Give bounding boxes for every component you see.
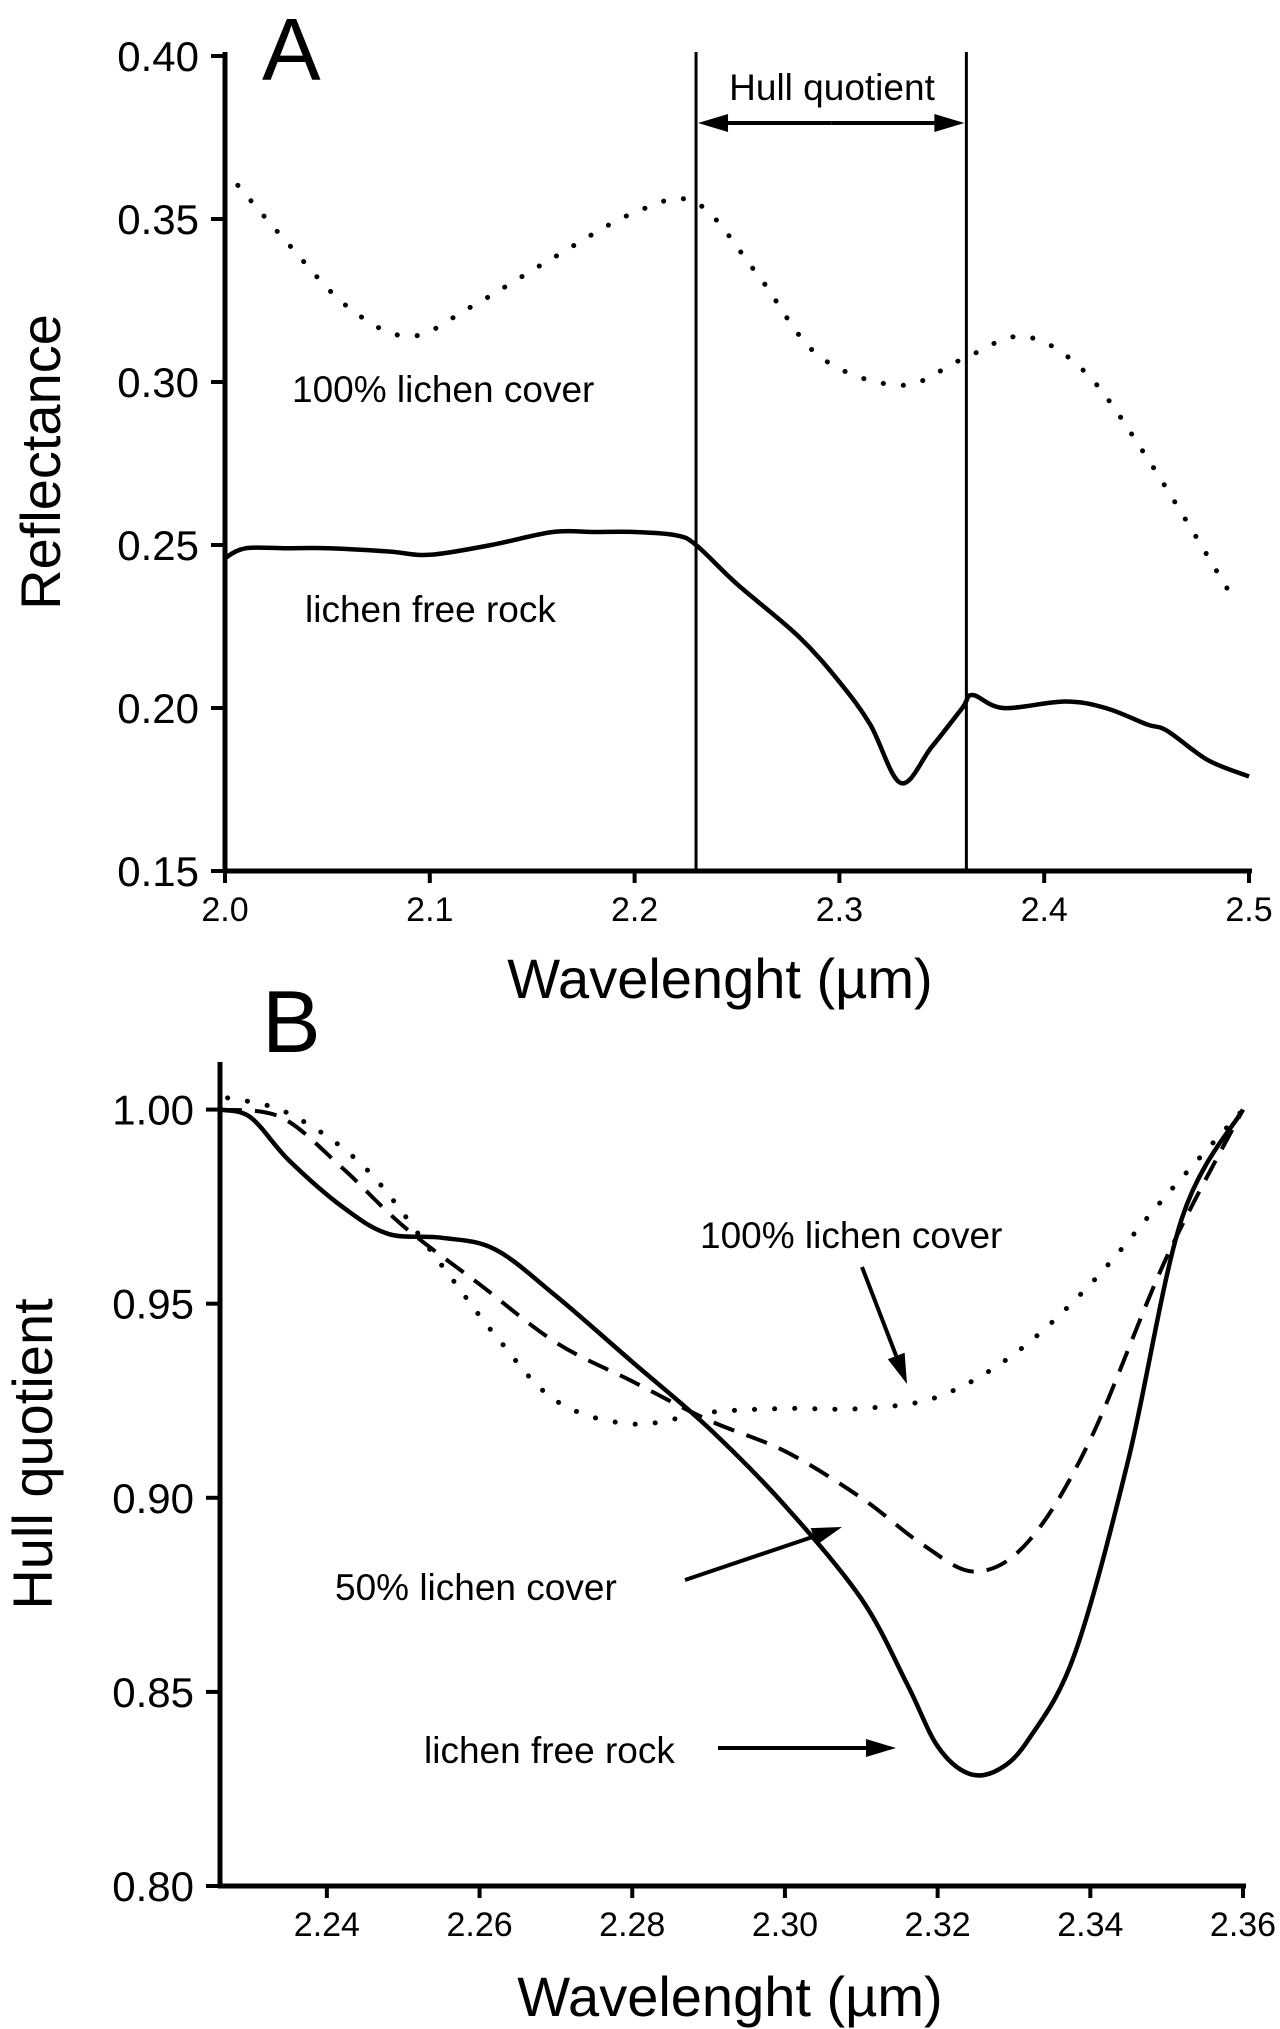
- panel-a-y-tick-label: 0.35: [117, 196, 199, 243]
- panel-a-x-tick-label: 2.5: [1225, 891, 1272, 929]
- panel-a-hull-arrow-right: [831, 114, 965, 132]
- panel-b-series-lichen-free-rock: [219, 1107, 1245, 1778]
- panel-a-hull-label: Hull quotient: [729, 67, 935, 108]
- panel-b-y-tick-label: 0.95: [112, 1281, 194, 1328]
- panel-a-label-lichen-cover: 100% lichen cover: [292, 369, 594, 410]
- panel-b-series: [219, 1095, 1246, 1778]
- panel-a-x-label: Wavelenght (µm): [507, 947, 932, 1010]
- panel-b-label-lichen-cover-100: 100% lichen cover: [700, 1215, 1002, 1256]
- panel-b-x-tick-label: 2.32: [905, 1906, 971, 1944]
- panel-b: B 0.800.850.900.951.00 2.24 2.26 2.28 2.30 2…: [1, 972, 1276, 2028]
- panel-b-arrow-lichen-cover-100: [860, 1266, 907, 1384]
- panel-a-series: [222, 167, 1250, 786]
- panel-b-x-tick-label: 2.28: [599, 1906, 665, 1944]
- panel-a-letter: A: [262, 0, 321, 99]
- panel-b-x-tick-label: 2.24: [294, 1906, 360, 1944]
- panel-b-y-tick-label: 1.00: [112, 1087, 194, 1134]
- panel-a-hull-bounds: [694, 52, 968, 871]
- panel-b-x-tick-label: 2.30: [752, 1906, 818, 1944]
- panel-b-arrow-lichen-cover-50: [684, 1527, 842, 1582]
- panel-a-y-ticks: 0.15 0.20 0.25 0.30 0.35 0.40: [117, 33, 225, 895]
- panel-a-y-label: Reflectance: [9, 314, 72, 610]
- panel-b-label-lichen-cover-50: 50% lichen cover: [335, 1567, 617, 1608]
- panel-b-arrow-free-rock: [718, 1739, 896, 1757]
- panel-b-label-free-rock: lichen free rock: [424, 1730, 675, 1771]
- panel-a-hull-arrow-left: [698, 114, 832, 132]
- panel-b-series-100pct-lichen-cover: [225, 1095, 1246, 1427]
- panel-b-y-ticks: 0.80 0.85 0.90 0.95 1.00: [112, 1087, 220, 1910]
- panel-b-x-ticks: 2.24 2.26 2.28 2.30 2.32 2.34 2.36: [294, 1886, 1276, 1944]
- panel-a-y-tick-label: 0.40: [117, 33, 199, 80]
- panel-b-y-label: Hull quotient: [1, 1298, 64, 1610]
- panel-a-y-tick-label: 0.25: [117, 522, 199, 569]
- panel-a-y-tick-label: 0.15: [117, 848, 199, 895]
- panel-a-x-tick-label: 2.2: [611, 891, 658, 929]
- panel-a-x-ticks: 2.0 2.1 2.2 2.3 2.4 2.5: [201, 871, 1273, 929]
- panel-a-series-lichen-free-rock: [223, 528, 1250, 786]
- panel-a-x-tick-label: 2.4: [1021, 891, 1068, 929]
- panel-a-y-tick-label: 0.30: [117, 359, 199, 406]
- panel-b-x-label: Wavelenght (µm): [517, 1965, 942, 2028]
- panel-a-y-tick-label: 0.20: [117, 685, 199, 732]
- panel-a-series-100pct-lichen-cover: [222, 167, 1231, 594]
- panel-b-x-tick-label: 2.36: [1210, 1906, 1276, 1944]
- panel-b-y-tick-label: 0.80: [112, 1863, 194, 1910]
- panel-b-x-tick-label: 2.26: [446, 1906, 512, 1944]
- panel-a-label-free-rock: lichen free rock: [305, 589, 556, 630]
- panel-a-x-tick-label: 2.0: [201, 891, 248, 929]
- panel-b-y-tick-label: 0.85: [112, 1669, 194, 1716]
- panel-b-arrows: [684, 1266, 907, 1757]
- panel-a: A 0.150.200.250.300.350.40 2.0 2.1 2.2 2.3 2…: [9, 0, 1273, 1010]
- panel-b-x-tick-label: 2.34: [1057, 1906, 1123, 1944]
- panel-a-x-tick-label: 2.1: [406, 891, 453, 929]
- panel-b-letter: B: [262, 972, 321, 1071]
- panel-b-y-tick-label: 0.90: [112, 1475, 194, 1522]
- panel-a-hull-arrow: [698, 114, 965, 132]
- panel-b-series-50pct-lichen-cover: [219, 1107, 1245, 1574]
- panel-a-x-tick-label: 2.3: [816, 891, 863, 929]
